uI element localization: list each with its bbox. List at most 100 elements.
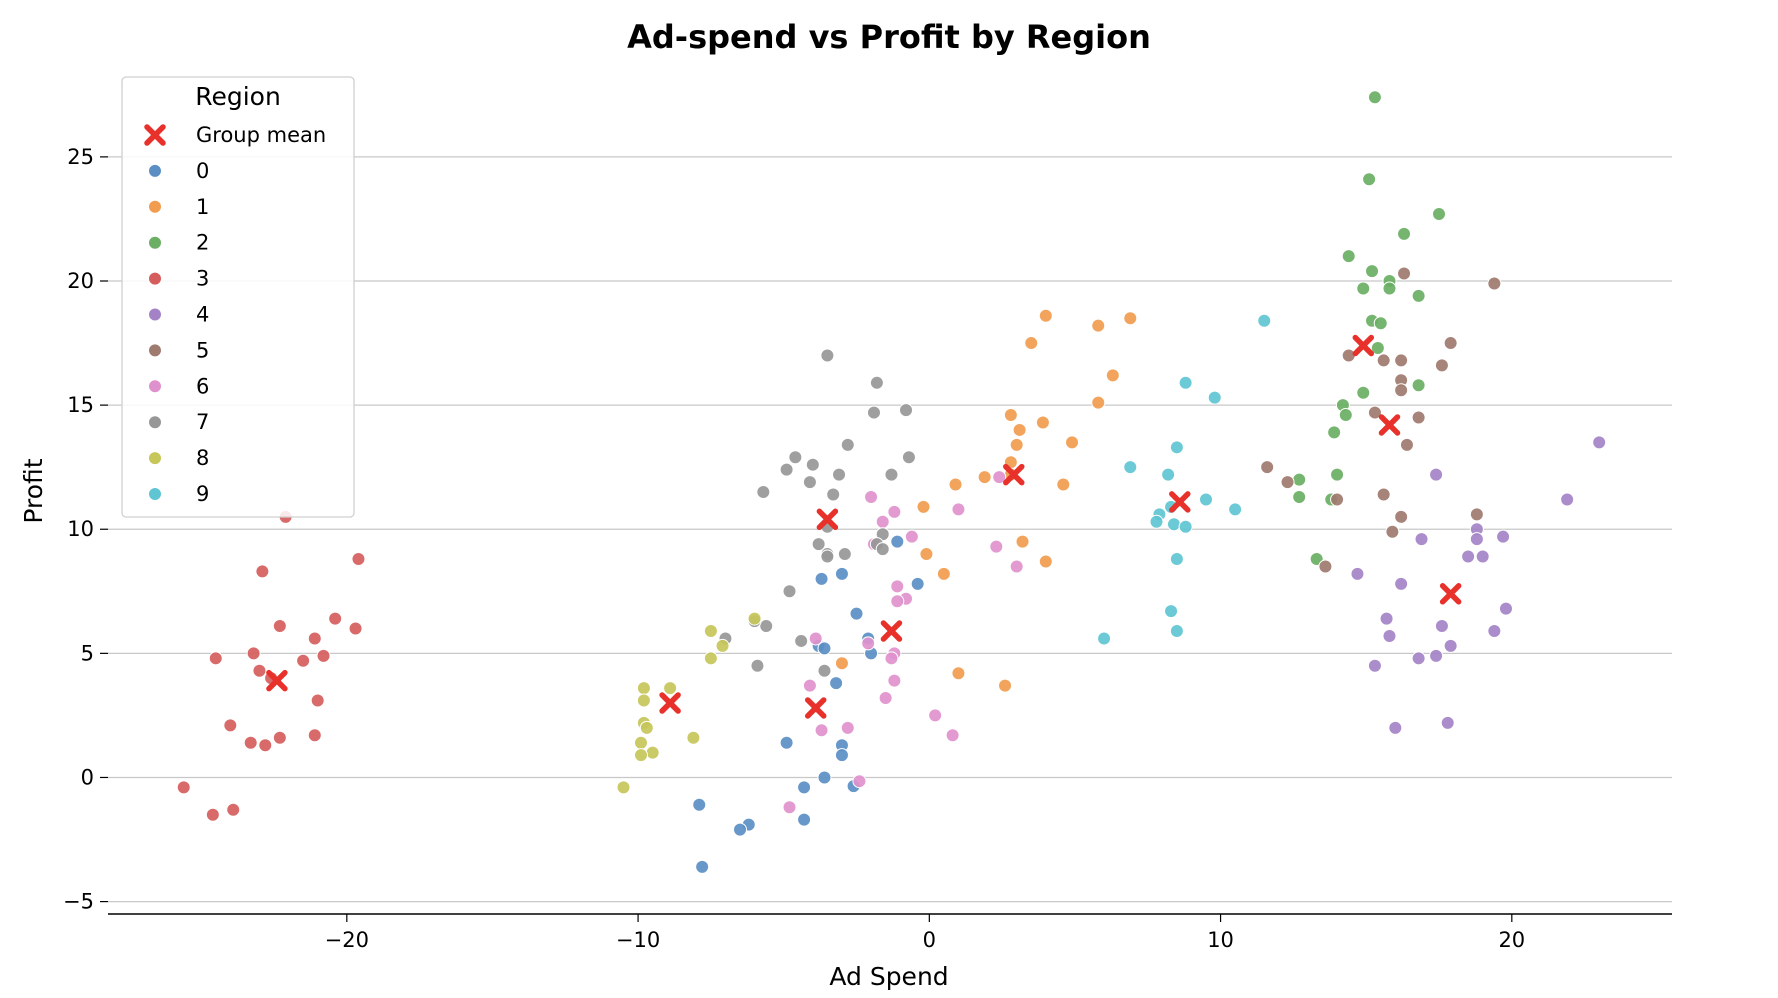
data-point-region-5 [1318, 559, 1333, 574]
legend-label-region-1: 1 [196, 195, 209, 219]
data-point-region-3 [246, 646, 261, 661]
data-point-region-1 [977, 470, 992, 485]
data-point-region-4 [1350, 566, 1365, 581]
data-point-region-9 [1149, 514, 1164, 529]
y-tick-label: 0 [81, 765, 94, 789]
data-point-region-7 [875, 542, 890, 557]
data-point-region-6 [840, 720, 855, 735]
data-point-region-2 [1341, 249, 1356, 264]
group-mean-marker [1352, 334, 1375, 357]
data-point-region-5 [1385, 524, 1400, 539]
data-point-region-0 [834, 748, 849, 763]
data-point-region-5 [1260, 460, 1275, 475]
data-point-region-4 [1487, 624, 1502, 639]
legend-label-region-3: 3 [196, 267, 209, 291]
data-point-region-5 [1434, 358, 1449, 373]
legend-swatch-region-8 [148, 451, 162, 466]
legend-swatch-region-3 [148, 271, 162, 286]
data-point-region-4 [1469, 532, 1484, 547]
data-point-region-4 [1379, 611, 1394, 626]
data-point-region-3 [328, 611, 343, 626]
data-point-region-0 [834, 566, 849, 581]
data-point-region-9 [1164, 604, 1179, 619]
data-point-region-6 [782, 800, 797, 815]
x-tick-label: 10 [1207, 928, 1234, 952]
data-point-region-8 [636, 681, 651, 696]
data-point-region-2 [1356, 385, 1371, 400]
y-tick-label: 25 [67, 145, 94, 169]
data-point-region-4 [1560, 492, 1575, 507]
data-point-region-3 [255, 564, 270, 579]
data-point-region-6 [951, 502, 966, 517]
data-point-region-2 [1382, 281, 1397, 296]
data-point-region-7 [840, 437, 855, 452]
data-point-region-7 [820, 549, 835, 564]
data-point-region-1 [1091, 395, 1106, 410]
data-point-region-5 [1280, 475, 1295, 490]
data-point-region-6 [878, 691, 893, 706]
data-point-region-7 [832, 467, 847, 482]
group-mean-marker [659, 692, 681, 714]
data-point-region-2 [1330, 467, 1345, 482]
group-means [266, 334, 1462, 719]
data-point-region-0 [797, 780, 812, 795]
data-point-region-0 [817, 770, 832, 785]
data-point-region-0 [733, 822, 748, 837]
data-point-region-2 [1292, 472, 1307, 487]
data-point-region-1 [1038, 554, 1053, 569]
data-point-region-4 [1498, 601, 1513, 616]
data-point-region-6 [928, 708, 943, 723]
data-point-region-6 [890, 579, 905, 594]
y-axis-label: Profit [19, 458, 48, 523]
data-point-region-5 [1443, 336, 1458, 351]
data-point-region-5 [1330, 492, 1345, 507]
data-point-region-9 [1178, 375, 1193, 390]
data-point-region-5 [1394, 383, 1409, 398]
data-point-region-6 [852, 774, 867, 789]
data-point-region-5 [1399, 437, 1414, 452]
data-point-region-6 [814, 723, 829, 738]
data-point-region-2 [1370, 341, 1385, 356]
data-point-region-8 [663, 681, 678, 696]
data-point-region-1 [1009, 437, 1024, 452]
data-point-region-2 [1362, 172, 1377, 187]
data-point-region-5 [1367, 405, 1382, 420]
data-point-region-4 [1496, 529, 1511, 544]
legend-label-region-5: 5 [196, 338, 209, 362]
data-point-region-1 [1056, 477, 1071, 492]
data-point-region-3 [252, 663, 267, 678]
data-point-region-0 [692, 797, 707, 812]
group-mean-marker [266, 669, 288, 692]
group-mean-marker [1003, 463, 1025, 486]
data-point-region-7 [817, 663, 832, 678]
data-point-region-4 [1461, 549, 1476, 564]
data-point-region-1 [1012, 422, 1027, 437]
legend-label-region-8: 8 [196, 446, 209, 470]
legend-title: Region [195, 82, 281, 111]
data-point-region-5 [1394, 353, 1409, 368]
legend-label-region-9: 9 [196, 482, 209, 506]
legend-label-region-4: 4 [196, 303, 209, 327]
data-point-region-4 [1429, 648, 1444, 663]
legend-label-region-7: 7 [196, 410, 209, 434]
legend-label-region-0: 0 [196, 159, 209, 183]
data-point-region-8 [645, 745, 660, 760]
data-point-region-6 [875, 514, 890, 529]
data-point-region-3 [307, 631, 322, 646]
data-point-region-8 [616, 780, 631, 795]
data-point-region-4 [1592, 435, 1607, 450]
data-point-region-1 [916, 499, 931, 514]
group-mean-marker [816, 508, 839, 531]
data-point-region-2 [1367, 90, 1382, 105]
data-point-region-4 [1443, 638, 1458, 653]
data-point-region-4 [1367, 658, 1382, 673]
data-point-region-7 [884, 467, 899, 482]
y-tick-label: 20 [67, 269, 94, 293]
group-mean-marker [1169, 491, 1191, 513]
data-point-region-3 [176, 780, 191, 795]
data-point-region-6 [864, 489, 879, 504]
group-mean-marker [880, 620, 903, 642]
data-point-region-3 [243, 735, 258, 750]
